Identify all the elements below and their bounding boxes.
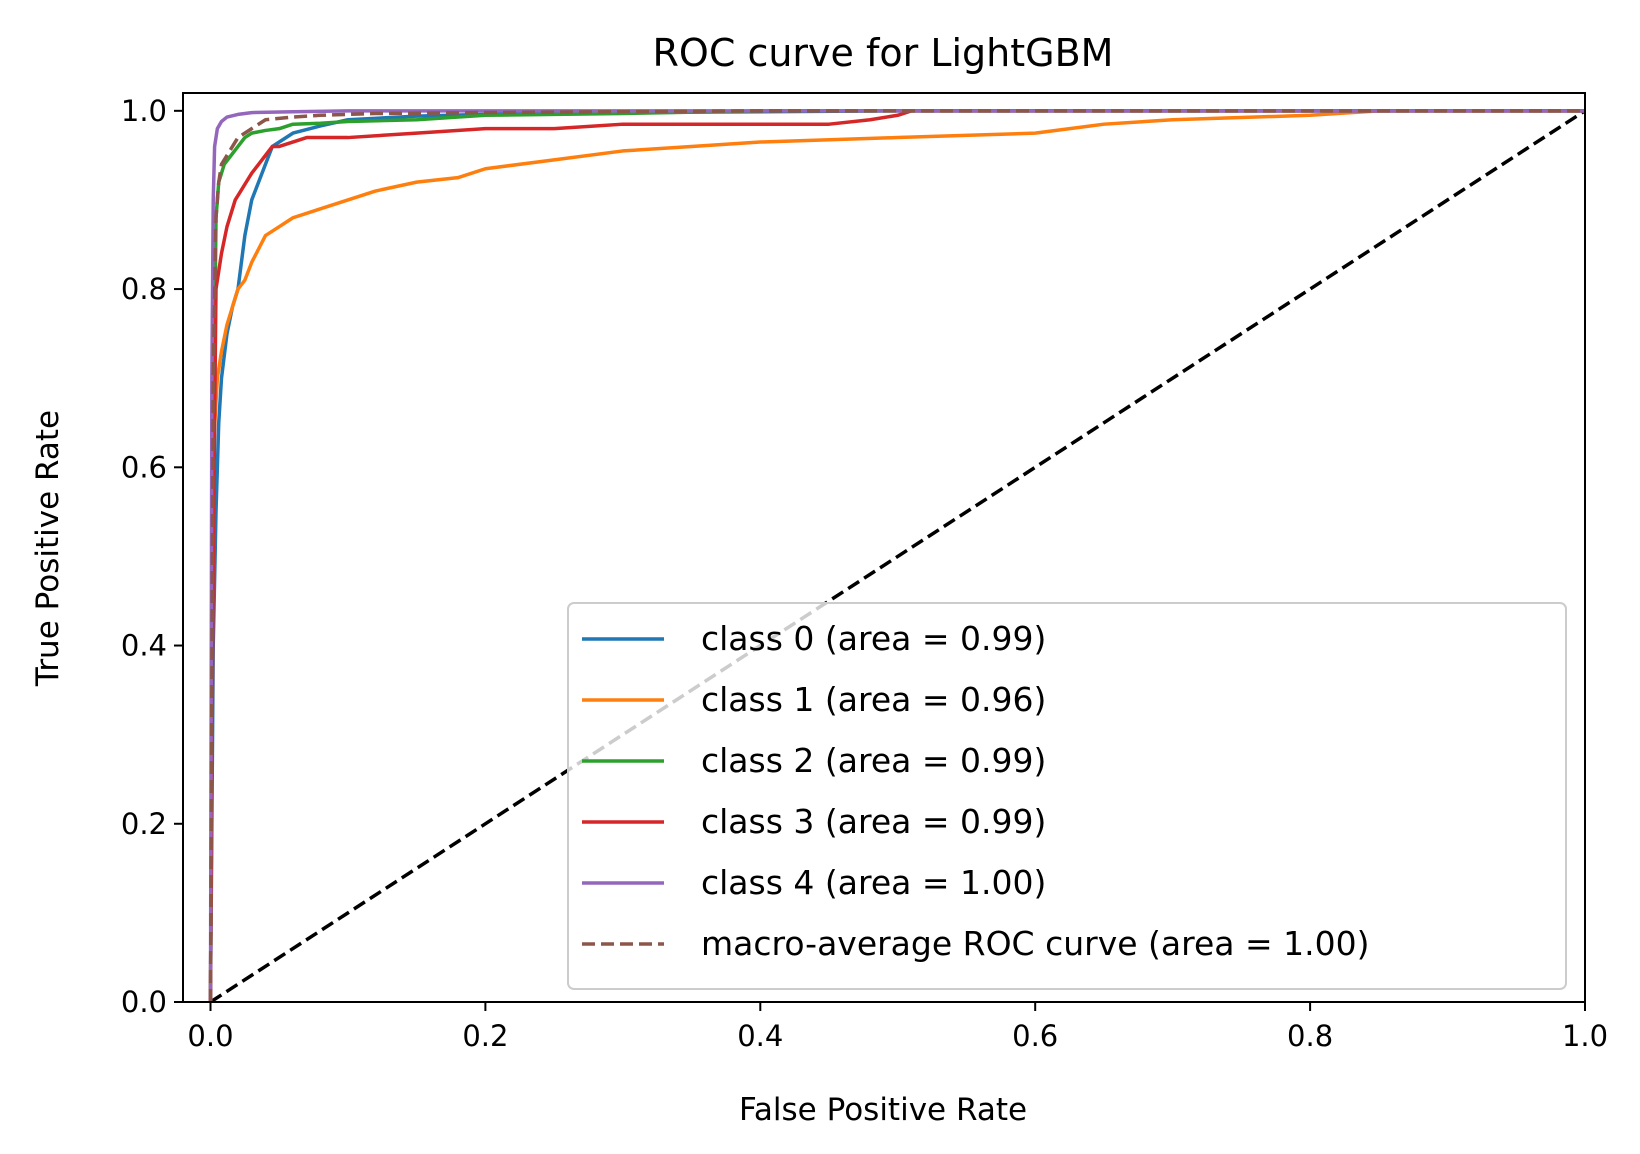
x-tick-label: 1.0 <box>1562 1019 1608 1053</box>
y-axis-label: True Positive Rate <box>30 410 66 687</box>
legend-entry-label: class 1 (area = 0.96) <box>701 680 1046 719</box>
chance-reference-line <box>209 109 1585 1002</box>
series-line-0 <box>208 109 1585 1002</box>
series-line-4 <box>208 109 1585 1002</box>
x-axis: 0.0 0.2 0.4 0.6 0.8 1.0 <box>187 1002 1608 1053</box>
x-tick-label: 0.6 <box>1012 1019 1058 1053</box>
legend-box <box>567 602 1567 990</box>
y-tick-label: 0.8 <box>121 272 167 306</box>
legend-entry-label: macro-average ROC curve (area = 1.00) <box>701 924 1369 963</box>
legend-entry-label: class 3 (area = 0.99) <box>701 802 1046 841</box>
x-tick-label: 0.0 <box>187 1019 233 1053</box>
y-tick-label: 0.0 <box>121 985 167 1019</box>
y-tick-label: 0.4 <box>121 629 167 663</box>
chart-title: ROC curve for LightGBM <box>653 31 1114 75</box>
series-line-1 <box>208 109 1585 1002</box>
legend-entry-label: class 4 (area = 1.00) <box>701 863 1046 902</box>
series-line-3 <box>208 109 1585 1002</box>
plot-area <box>182 92 1586 1003</box>
y-axis: 0.0 0.2 0.4 0.6 0.8 1.0 <box>121 94 183 1019</box>
y-tick-label: 0.2 <box>121 807 167 841</box>
series-group <box>208 109 1585 1002</box>
x-tick-label: 0.4 <box>737 1019 783 1053</box>
legend-entry-label: class 2 (area = 0.99) <box>701 741 1046 780</box>
legend: class 0 (area = 0.99) class 1 (area = 0.9… <box>567 602 1567 990</box>
y-tick-label: 1.0 <box>121 94 167 128</box>
x-axis-label: False Positive Rate <box>739 1092 1027 1128</box>
series-line-5 <box>208 109 1585 1002</box>
x-tick-label: 0.2 <box>462 1019 508 1053</box>
x-tick-label: 0.8 <box>1287 1019 1333 1053</box>
y-tick-label: 0.6 <box>121 450 167 484</box>
plot-frame <box>182 92 1586 1003</box>
legend-entry-label: class 0 (area = 0.99) <box>701 619 1046 658</box>
